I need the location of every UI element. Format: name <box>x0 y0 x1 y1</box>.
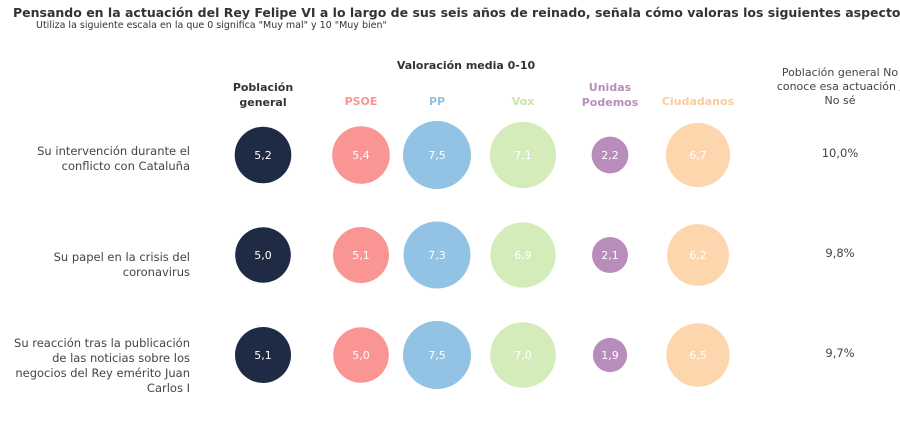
bubble-value-label: 7,5 <box>428 149 446 162</box>
bubble <box>591 136 629 174</box>
row-label: Su papel en la crisis del coronavirus <box>53 250 190 279</box>
bubble-value-label: 5,1 <box>352 249 370 262</box>
bubble <box>592 237 628 273</box>
bubble-value-label: 2,2 <box>601 149 619 162</box>
row-label: Su reacción tras la publicación de las n… <box>14 336 190 395</box>
bubble-value-label: 6,7 <box>689 149 707 162</box>
no-sabe-header: Población general No conoce esa actuació… <box>776 66 900 107</box>
no-sabe-value: 9,7% <box>825 346 855 360</box>
no-sabe-value: 10,0% <box>821 146 859 160</box>
section-title: Valoración media 0-10 <box>396 59 536 72</box>
bubble-value-label: 7,3 <box>428 249 446 262</box>
chart-title: Pensando en la actuación del Rey Felipe … <box>13 5 900 20</box>
bubble-value-label: 7,5 <box>428 349 446 362</box>
column-header: PP <box>428 95 446 108</box>
bubble-value-label: 5,4 <box>352 149 370 162</box>
bubble-value-label: 7,0 <box>514 349 532 362</box>
bubble <box>489 121 557 189</box>
bubble <box>665 122 731 188</box>
column-header: Unidas Podemos <box>581 81 639 109</box>
bubble <box>592 337 628 373</box>
chart-subtitle: Utiliza la siguiente escala en la que 0 … <box>36 20 387 31</box>
bubble <box>333 227 389 283</box>
bubble <box>403 321 471 389</box>
bubble <box>235 327 291 383</box>
bubble-value-label: 2,1 <box>601 249 619 262</box>
bubble-value-label: 1,9 <box>601 349 619 362</box>
column-header: Vox <box>511 95 535 108</box>
bubble-value-label: 7,1 <box>514 149 532 162</box>
bubble <box>667 224 729 286</box>
bubble <box>333 327 389 383</box>
bubble-value-label: 6,2 <box>689 249 707 262</box>
column-header: PSOE <box>344 95 378 108</box>
no-sabe-value: 9,8% <box>825 246 855 260</box>
bubble-value-label: 5,2 <box>254 149 272 162</box>
bubble-value-label: 5,1 <box>254 349 272 362</box>
bubble-value-label: 6,9 <box>514 249 532 262</box>
bubble-value-label: 6,5 <box>689 349 707 362</box>
bubble <box>234 126 292 184</box>
bubble <box>403 221 471 289</box>
column-header: Población general <box>232 81 294 109</box>
bubble <box>332 126 390 184</box>
row-label: Su intervención durante el conflicto con… <box>37 144 190 173</box>
bubble <box>235 227 291 283</box>
bubble-value-label: 5,0 <box>352 349 370 362</box>
bubble <box>403 121 471 189</box>
bubble <box>490 222 556 288</box>
bubble <box>666 323 730 387</box>
column-header: Ciudadanos <box>661 95 735 108</box>
bubble <box>490 322 556 388</box>
bubble-value-label: 5,0 <box>254 249 272 262</box>
